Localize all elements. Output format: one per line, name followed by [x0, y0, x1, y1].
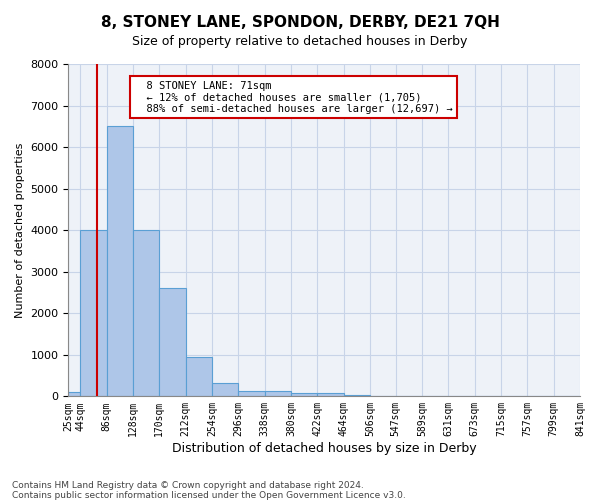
Bar	[317, 393, 344, 396]
Y-axis label: Number of detached properties: Number of detached properties	[15, 142, 25, 318]
Bar	[344, 395, 370, 396]
Bar	[265, 392, 291, 396]
Bar	[291, 392, 317, 396]
Bar	[80, 230, 107, 396]
Bar	[238, 391, 265, 396]
Bar	[133, 230, 160, 396]
Bar	[185, 357, 212, 397]
Text: 8, STONEY LANE, SPONDON, DERBY, DE21 7QH: 8, STONEY LANE, SPONDON, DERBY, DE21 7QH	[101, 15, 499, 30]
X-axis label: Distribution of detached houses by size in Derby: Distribution of detached houses by size …	[172, 442, 476, 455]
Bar	[68, 392, 80, 396]
Bar	[160, 288, 185, 397]
Text: Contains HM Land Registry data © Crown copyright and database right 2024.: Contains HM Land Registry data © Crown c…	[12, 481, 364, 490]
Text: 8 STONEY LANE: 71sqm
  ← 12% of detached houses are smaller (1,705)
  88% of sem: 8 STONEY LANE: 71sqm ← 12% of detached h…	[134, 80, 453, 114]
Bar	[107, 126, 133, 396]
Text: Size of property relative to detached houses in Derby: Size of property relative to detached ho…	[133, 35, 467, 48]
Text: Contains public sector information licensed under the Open Government Licence v3: Contains public sector information licen…	[12, 491, 406, 500]
Bar	[212, 383, 238, 396]
